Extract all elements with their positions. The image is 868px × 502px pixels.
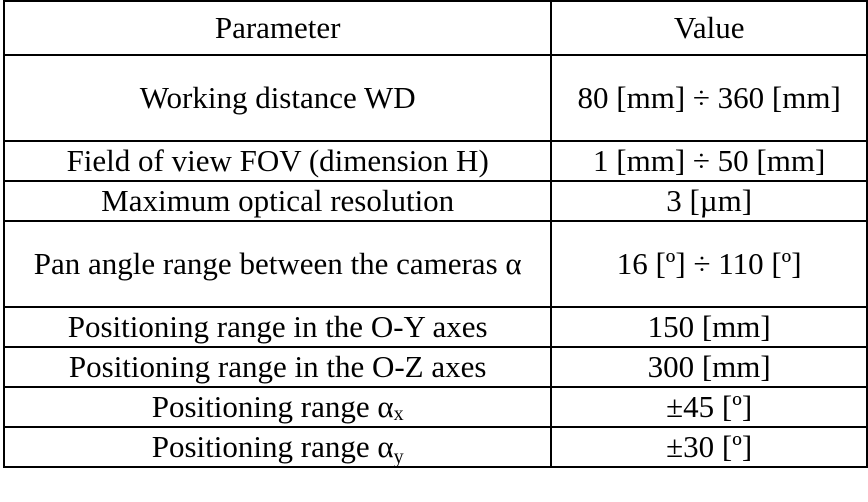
table-row: Positioning range in the O-Z axes 300 [m… [2,346,868,388]
value-cell: 150 [mm] [550,306,868,348]
parameter-cell: Positioning range αy [2,426,553,468]
parameter-cell: Positioning range in the O-Y axes [2,306,553,348]
parameter-cell: Pan angle range between the cameras α [2,220,553,308]
parameter-cell: Working distance WD [2,54,553,142]
table-row: Pan angle range between the cameras α 16… [2,220,868,308]
value-cell: 1 [mm] ÷ 50 [mm] [550,140,868,182]
header-parameter: Parameter [2,0,553,56]
parameter-cell: Field of view FOV (dimension H) [2,140,553,182]
value-cell: ±45 [º] [550,386,868,428]
table-header-row: Parameter Value [2,0,868,56]
table-row: Positioning range in the O-Y axes 150 [m… [2,306,868,348]
parameter-cell: Positioning range in the O-Z axes [2,346,553,388]
parameter-table: Parameter Value Working distance WD 80 [… [2,0,868,468]
parameter-cell: Positioning range αx [2,386,553,428]
table-row: Maximum optical resolution 3 [µm] [2,180,868,222]
table-row: Positioning range αy ±30 [º] [2,426,868,468]
value-cell: 80 [mm] ÷ 360 [mm] [550,54,868,142]
parameter-table-container: Parameter Value Working distance WD 80 [… [2,0,868,468]
table-row: Positioning range αx ±45 [º] [2,386,868,428]
parameter-main-text: Positioning range α [151,389,394,424]
parameter-subscript: x [393,403,404,425]
table-row: Field of view FOV (dimension H) 1 [mm] ÷… [2,140,868,182]
parameter-cell: Maximum optical resolution [2,180,553,222]
value-cell: 3 [µm] [550,180,868,222]
value-cell: ±30 [º] [550,426,868,468]
header-value: Value [550,0,868,56]
parameter-subscript: y [393,446,404,468]
table-row: Working distance WD 80 [mm] ÷ 360 [mm] [2,54,868,142]
value-cell: 16 [º] ÷ 110 [º] [550,220,868,308]
parameter-main-text: Positioning range α [151,429,394,464]
value-cell: 300 [mm] [550,346,868,388]
